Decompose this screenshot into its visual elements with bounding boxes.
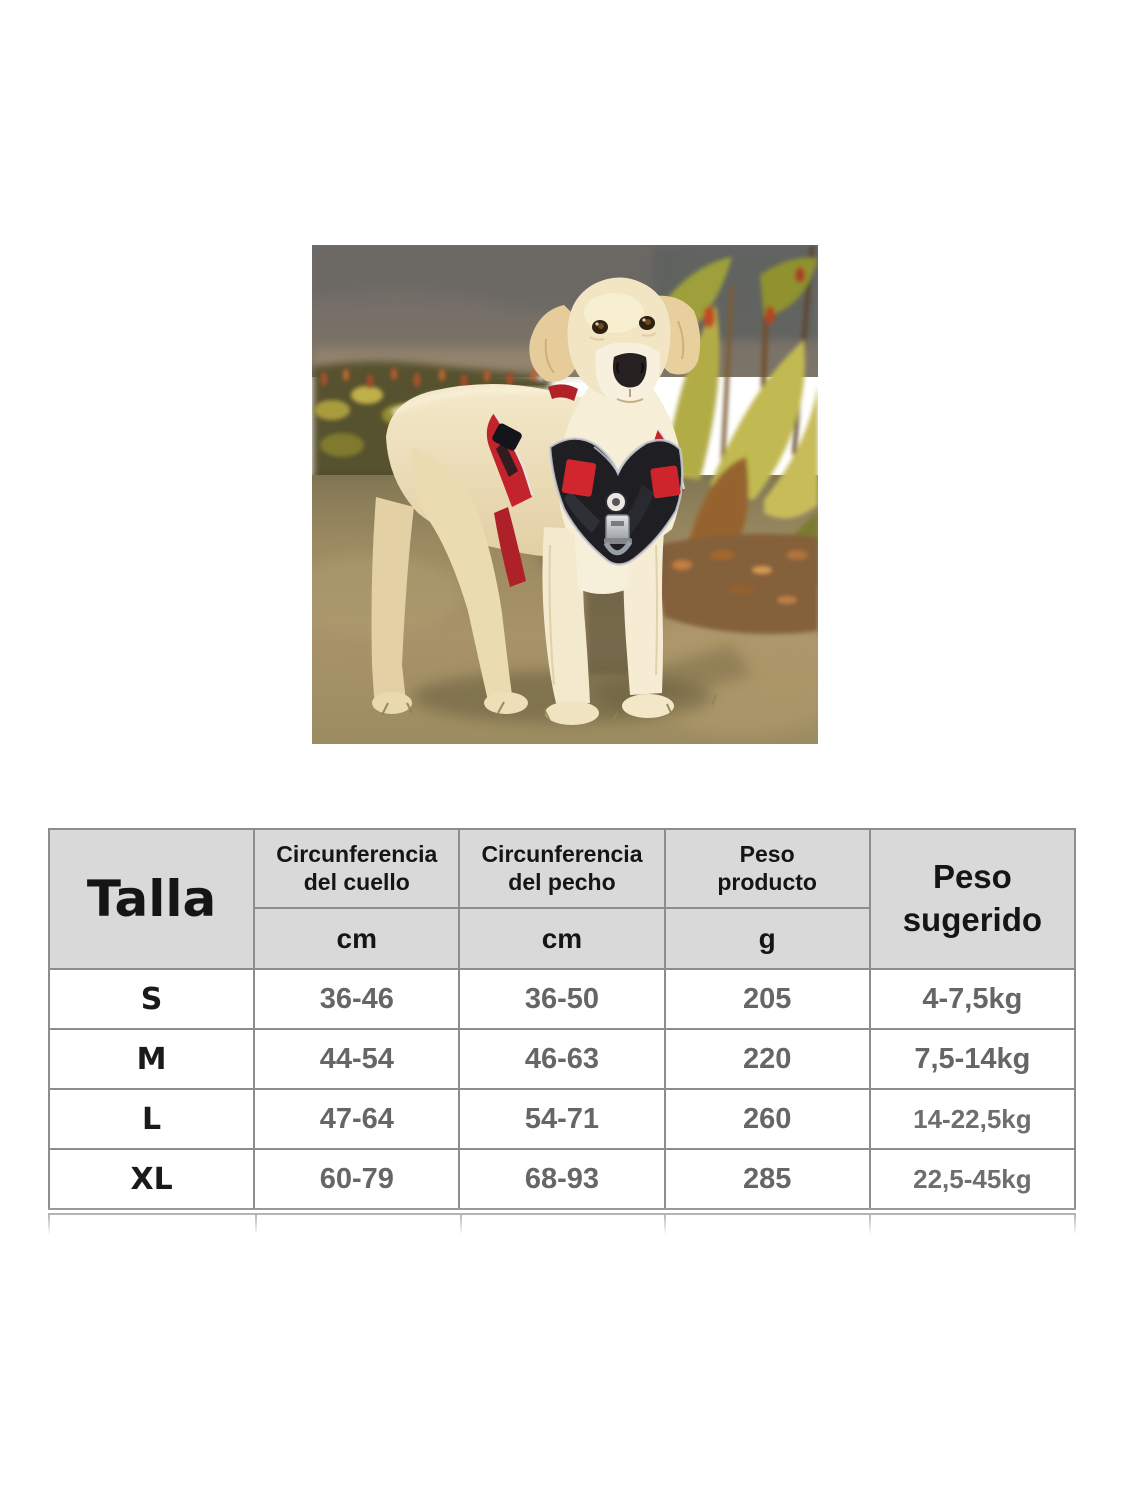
harness-belly-strap [494, 507, 526, 587]
chest-value: 68-93 [458, 1148, 666, 1210]
header-line: producto [717, 868, 817, 895]
table-partial-row [48, 1213, 1076, 1240]
weight-value: 260 [663, 1088, 871, 1150]
harness [486, 384, 685, 566]
chest-value: 46-63 [458, 1028, 666, 1090]
size-chart-table: Talla Circunferencia del cuello Circunfe… [48, 828, 1076, 1210]
col-header-product-weight: Peso producto [663, 828, 871, 909]
suggested-value: 7,5-14kg [868, 1028, 1076, 1090]
dog-nose [612, 353, 647, 388]
header-line: Peso [932, 858, 1012, 896]
header-line: Circunferencia [481, 841, 643, 868]
chest-value: 36-50 [458, 968, 666, 1030]
chest-value: 54-71 [458, 1088, 666, 1150]
weight-value: 205 [663, 968, 871, 1030]
dog-left-ear [529, 305, 579, 382]
table-row-m: M 44-54 46-63 220 7,5-14kg [48, 1028, 1076, 1090]
size-label: XL [48, 1148, 256, 1210]
suggested-value: 4-7,5kg [868, 968, 1076, 1030]
dirt-mound [650, 533, 818, 634]
table-row-xl: XL 60-79 68-93 285 22,5-45kg [48, 1148, 1076, 1210]
weight-value: 285 [663, 1148, 871, 1210]
col-header-neck: Circunferencia del cuello [253, 828, 461, 909]
table-row-s: S 36-46 36-50 205 4-7,5kg [48, 968, 1076, 1030]
header-line: del pecho [508, 868, 616, 895]
product-photo [312, 245, 818, 744]
unit-chest-cm: cm [458, 907, 666, 970]
size-label: L [48, 1088, 256, 1150]
strap-buckle [492, 423, 522, 451]
unit-weight-g: g [663, 907, 871, 970]
suggested-value: 22,5-45kg [868, 1148, 1076, 1210]
header-line: Peso [739, 841, 795, 868]
neck-value: 36-46 [253, 968, 461, 1030]
dog [371, 277, 717, 725]
col-header-size: Talla [48, 828, 256, 970]
neck-value: 47-64 [253, 1088, 461, 1150]
dog-photo-illustration [312, 245, 818, 744]
dog-head [567, 277, 671, 403]
neck-value: 60-79 [253, 1148, 461, 1210]
harness-d-ring [603, 540, 633, 556]
unit-neck-cm: cm [253, 907, 461, 970]
harness-red-patch-right [650, 465, 681, 499]
metal-clasp [605, 514, 630, 542]
weight-value: 220 [663, 1028, 871, 1090]
size-label: M [48, 1028, 256, 1090]
harness-red-patch-left [561, 459, 597, 497]
col-header-chest: Circunferencia del pecho [458, 828, 666, 909]
neck-value: 44-54 [253, 1028, 461, 1090]
header-line: del cuello [303, 868, 410, 895]
header-line: sugerido [902, 901, 1043, 938]
suggested-value: 14-22,5kg [868, 1088, 1076, 1150]
size-label: S [48, 968, 256, 1030]
col-header-suggested-weight: Peso sugerido [868, 828, 1076, 970]
table-row-l: L 47-64 54-71 260 14-22,5kg [48, 1088, 1076, 1150]
size-chart: Talla Circunferencia del cuello Circunfe… [48, 828, 1076, 1240]
grass-tufts [381, 694, 717, 724]
header-line: Circunferencia [276, 841, 438, 868]
